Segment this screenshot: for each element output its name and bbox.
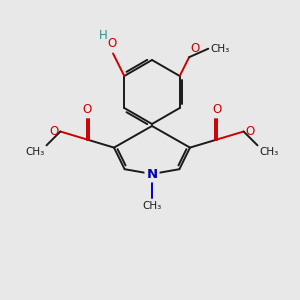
Text: CH₃: CH₃ (25, 147, 44, 158)
Text: N: N (146, 167, 158, 181)
Text: CH₃: CH₃ (260, 147, 279, 158)
Text: O: O (82, 103, 92, 116)
Text: O: O (107, 38, 117, 50)
Text: O: O (246, 125, 255, 138)
Text: O: O (49, 125, 58, 138)
Text: CH₃: CH₃ (142, 201, 162, 211)
Text: O: O (212, 103, 221, 116)
Text: CH₃: CH₃ (210, 44, 230, 54)
Text: H: H (99, 29, 107, 43)
Text: O: O (190, 42, 200, 55)
